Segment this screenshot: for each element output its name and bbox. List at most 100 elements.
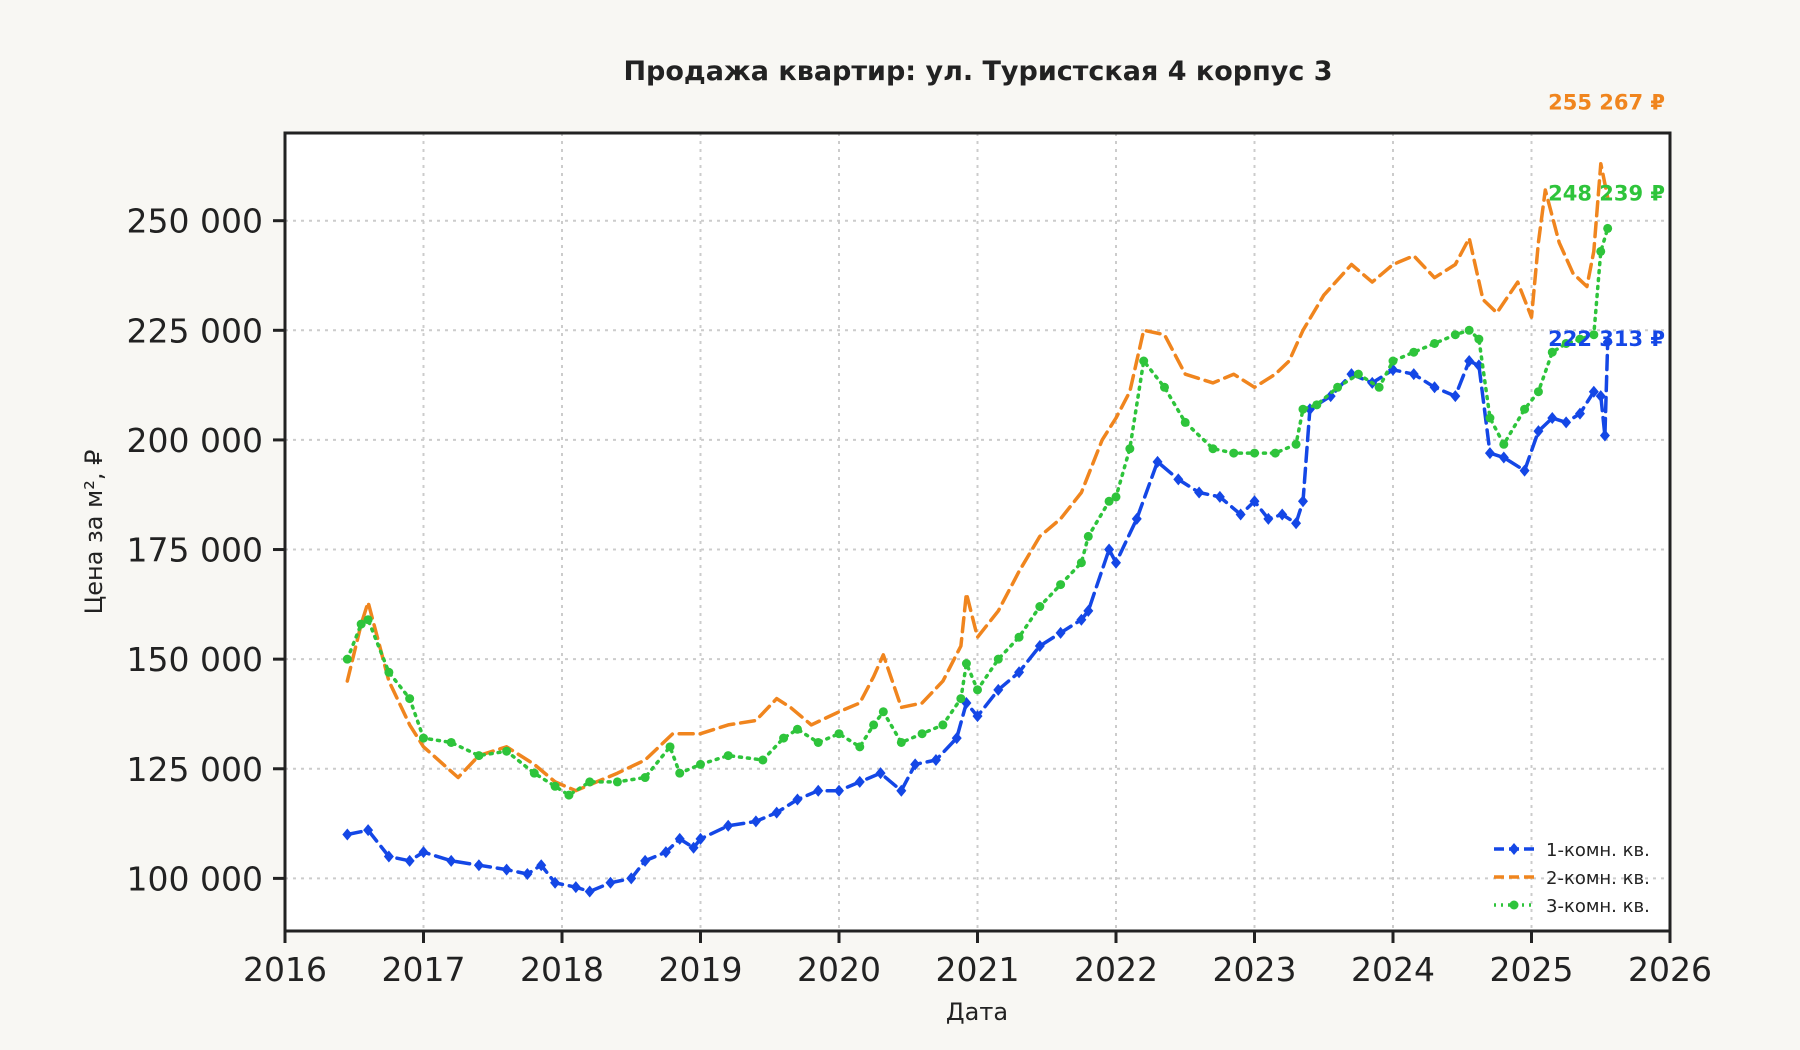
data-point — [1083, 604, 1094, 617]
series-line — [345, 161, 1610, 793]
data-point — [1076, 558, 1086, 568]
data-point — [660, 846, 671, 859]
x-tick-label: 2022 — [1074, 950, 1158, 989]
data-point — [1603, 223, 1613, 233]
data-point — [1277, 508, 1288, 521]
data-point — [1561, 338, 1571, 348]
data-point — [723, 751, 733, 761]
data-point — [1014, 632, 1024, 642]
data-point — [640, 773, 650, 783]
data-point — [342, 654, 352, 664]
data-point — [956, 694, 966, 704]
data-point — [758, 755, 768, 765]
data-point — [363, 824, 374, 837]
data-point — [792, 793, 803, 806]
data-point — [972, 710, 983, 723]
data-point — [910, 758, 921, 771]
x-tick-label: 2017 — [382, 950, 466, 989]
data-point — [626, 872, 637, 885]
legend-marker — [1509, 900, 1519, 910]
data-point — [1014, 666, 1025, 679]
data-point — [1297, 495, 1308, 508]
y-tick-label: 150 000 — [127, 640, 263, 679]
data-point — [1575, 334, 1585, 344]
data-point — [405, 694, 415, 704]
data-point — [1408, 368, 1419, 381]
data-point — [695, 832, 706, 845]
data-point — [363, 615, 373, 625]
data-point — [570, 881, 581, 894]
data-point — [834, 784, 844, 797]
series-3 — [342, 223, 1613, 800]
data-point — [1104, 543, 1115, 556]
data-point — [612, 777, 622, 787]
data-point — [665, 742, 675, 752]
x-tick-label: 2026 — [1628, 950, 1712, 989]
data-point — [1270, 448, 1280, 458]
data-point — [813, 784, 824, 797]
data-point — [1180, 417, 1190, 427]
data-point — [973, 685, 982, 695]
data-point — [1595, 390, 1606, 403]
data-point — [1429, 381, 1440, 394]
legend-label: 1-комн. кв. — [1546, 840, 1650, 861]
data-point — [1499, 439, 1509, 449]
data-point — [1076, 613, 1087, 626]
data-point — [1353, 369, 1363, 379]
data-point — [961, 659, 971, 669]
data-point — [356, 619, 366, 629]
data-point — [418, 846, 429, 859]
y-tick-label: 100 000 — [127, 859, 263, 898]
data-point — [1291, 439, 1301, 449]
data-point — [1298, 404, 1308, 414]
data-point — [696, 759, 705, 769]
data-point — [404, 854, 415, 867]
y-tick-label: 125 000 — [127, 750, 263, 789]
data-point — [1464, 325, 1474, 335]
data-point — [1173, 473, 1184, 486]
data-point — [1035, 602, 1045, 612]
data-point — [1473, 359, 1484, 372]
data-point — [536, 859, 547, 872]
data-point — [1484, 447, 1495, 460]
y-axis-label: Цена за м², ₽ — [80, 450, 108, 615]
axis-ticks: 2016 2017 2018 2019 2020 2021 2022 2023 2024 2025… — [127, 202, 1712, 989]
data-point — [1547, 347, 1557, 357]
data-point — [1034, 640, 1045, 652]
data-point — [674, 832, 685, 845]
data-point — [951, 732, 962, 745]
data-point — [855, 742, 865, 752]
x-tick-label: 2020 — [797, 950, 881, 989]
data-point — [550, 876, 561, 889]
data-point — [779, 733, 789, 743]
data-point — [1208, 444, 1218, 454]
data-point — [1520, 404, 1530, 414]
x-axis-label: Дата — [946, 998, 1008, 1026]
data-point — [1125, 444, 1135, 454]
data-point — [419, 733, 428, 743]
end-value-label: 248 239 ₽ — [1548, 181, 1665, 205]
x-tick-label: 2025 — [1490, 950, 1574, 989]
data-point — [1131, 512, 1142, 525]
data-point — [1388, 356, 1398, 366]
data-point — [1250, 448, 1259, 458]
data-point — [473, 859, 484, 872]
data-point — [384, 667, 394, 677]
legend-item: 2-комн. кв. — [1494, 868, 1650, 889]
data-point — [854, 775, 865, 788]
data-point — [1450, 390, 1461, 403]
data-point — [1464, 355, 1475, 367]
y-tick-label: 200 000 — [127, 421, 263, 460]
data-point — [605, 876, 616, 889]
data-point — [585, 777, 595, 787]
data-point — [878, 707, 888, 717]
data-point — [813, 737, 823, 747]
data-point — [550, 781, 560, 791]
data-point — [1561, 416, 1572, 429]
data-point — [1055, 626, 1066, 639]
data-point — [1194, 486, 1205, 499]
legend-item: 3-комн. кв. — [1494, 896, 1650, 917]
data-point — [1104, 496, 1114, 506]
data-point — [1333, 382, 1343, 392]
